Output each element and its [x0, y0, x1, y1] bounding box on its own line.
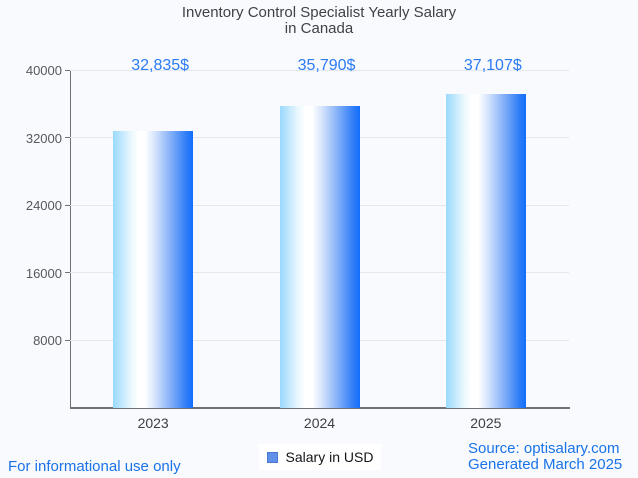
- gridline: [70, 69, 569, 71]
- source-info: Source: optisalary.com Generated March 2…: [468, 441, 622, 473]
- y-axis-tick: [65, 204, 70, 206]
- salary-bar: [279, 106, 360, 408]
- y-axis-label: 8000: [33, 333, 62, 349]
- y-axis-label: 24000: [25, 198, 62, 214]
- legend-swatch-icon: [266, 451, 278, 463]
- y-axis-tick: [65, 69, 70, 71]
- x-axis-line: [70, 407, 570, 409]
- bar-value-label: 35,790$: [297, 57, 356, 74]
- y-axis-tick: [65, 339, 70, 341]
- x-axis-label: 2023: [137, 415, 169, 431]
- y-axis-label: 40000: [25, 63, 62, 78]
- salary-bar: [445, 94, 526, 408]
- x-axis-label: 2024: [303, 415, 336, 431]
- y-axis-label: 32000: [25, 130, 62, 146]
- legend-label: Salary in USD: [285, 449, 374, 465]
- bar-value-label: 37,107$: [463, 57, 522, 74]
- x-axis-label: 2025: [470, 415, 502, 431]
- bar-value-label: 32,835$: [131, 57, 190, 74]
- source-text: Source: optisalary.com: [468, 440, 620, 457]
- chart-title-line2: in Canada: [284, 20, 354, 37]
- y-axis-label: 16000: [25, 265, 62, 281]
- y-axis-line: [70, 70, 71, 408]
- salary-bar: [113, 131, 194, 408]
- disclaimer-text: For informational use only: [8, 458, 181, 475]
- y-axis-tick: [65, 137, 70, 139]
- chart-title: Inventory Control Specialist Yearly Sala…: [0, 5, 638, 37]
- legend: Salary in USD: [259, 444, 381, 470]
- generated-text: Generated March 2025: [468, 456, 623, 473]
- y-axis-tick: [65, 272, 70, 274]
- chart-title-line1: Inventory Control Specialist Yearly Sala…: [181, 4, 457, 21]
